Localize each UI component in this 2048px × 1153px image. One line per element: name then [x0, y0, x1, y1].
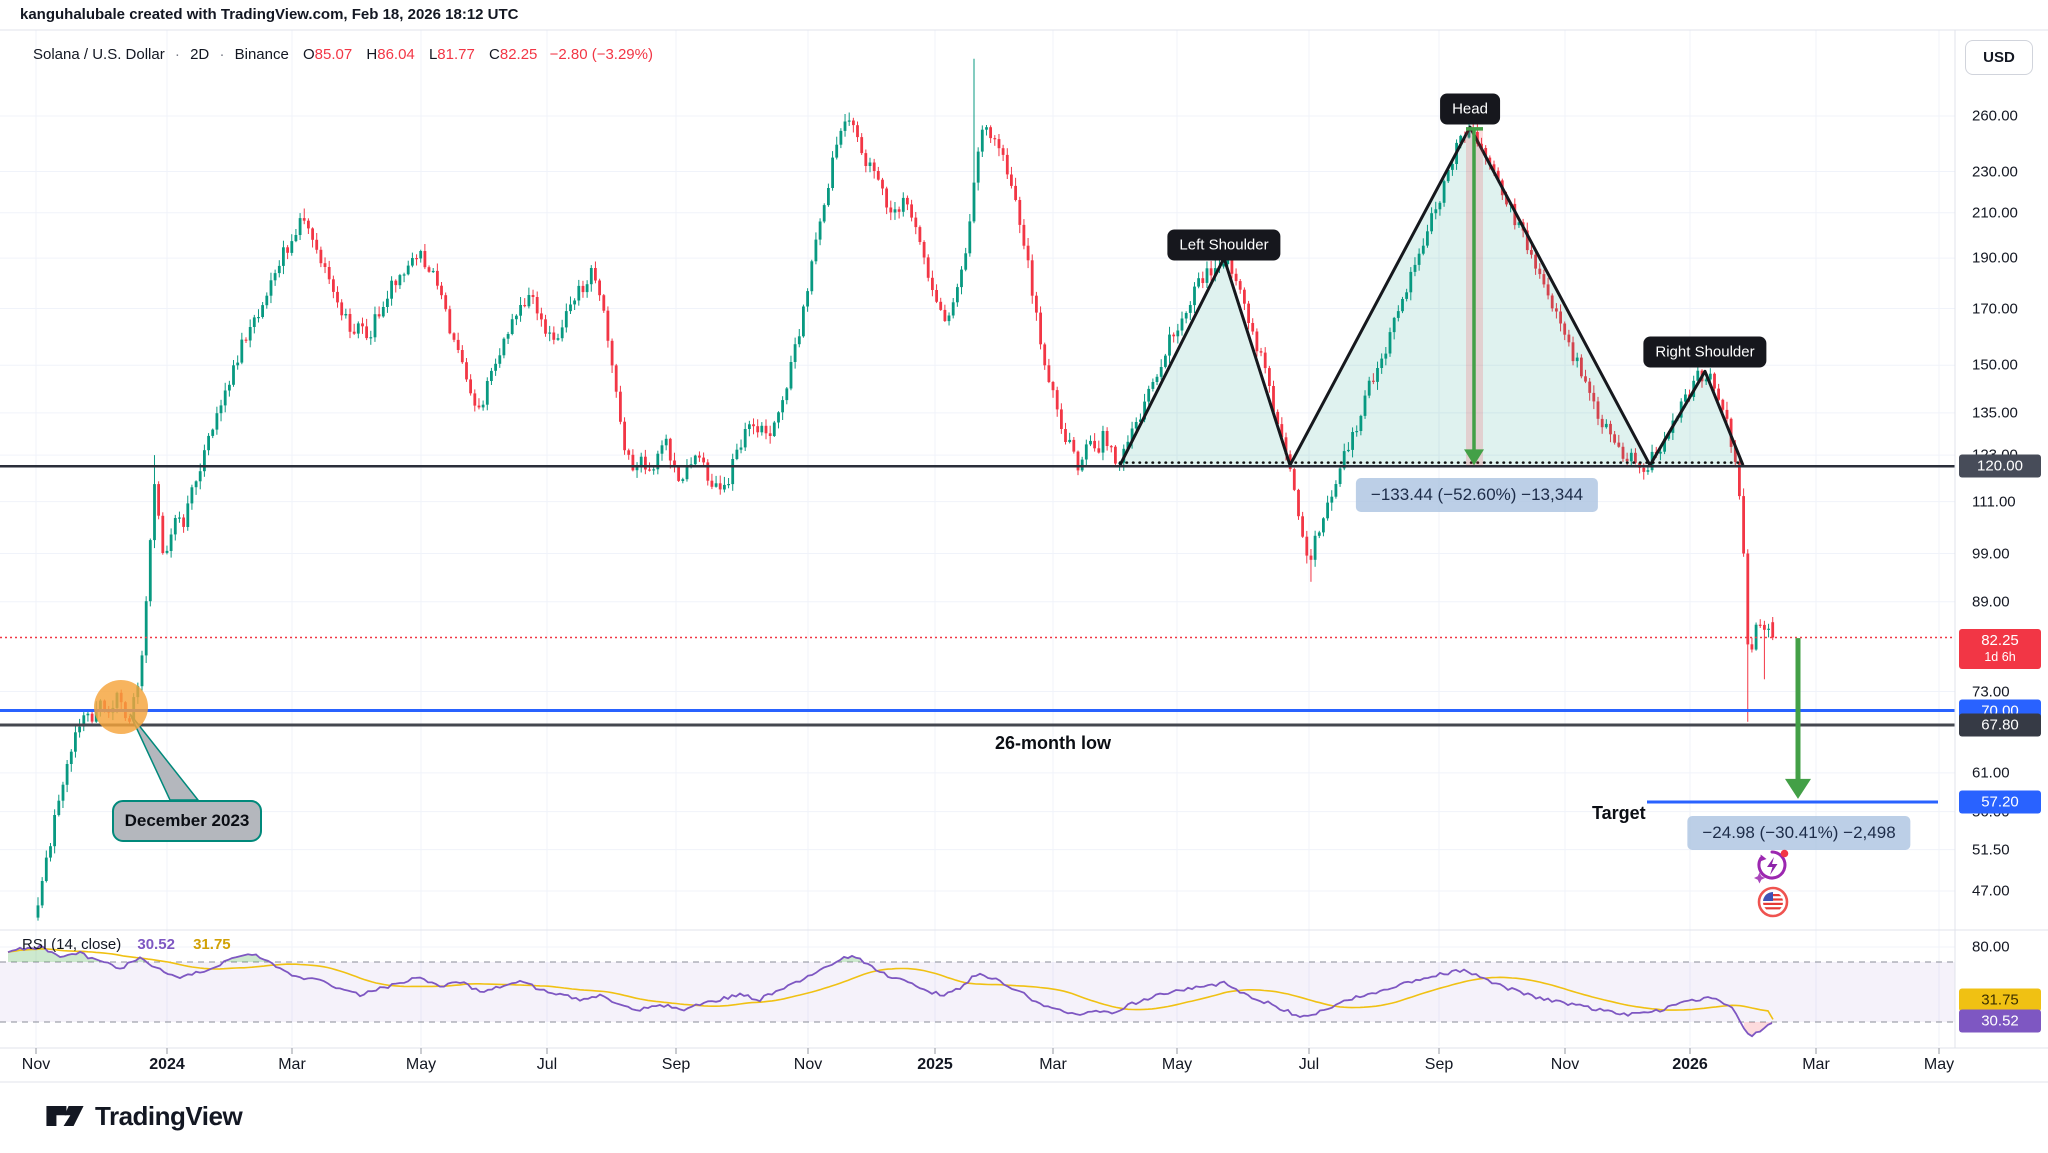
tradingview-logo[interactable]: TradingView — [45, 1100, 243, 1132]
price-tick-210.00: 210.00 — [1972, 204, 2018, 222]
gridlines — [0, 30, 1955, 1046]
us-economic-event-icon[interactable] — [1757, 886, 1789, 923]
rsi-ma-line — [7, 948, 1774, 1020]
rsi-oversold-fill — [1744, 1022, 1772, 1037]
rsi-value: 30.52 — [137, 936, 175, 953]
rsi-ma-label: 31.75 — [1959, 988, 2041, 1012]
rsi-title: RSI (14, close) — [22, 936, 122, 953]
low-key: L — [428, 46, 438, 63]
time-tick-2024: 2024 — [149, 1056, 185, 1073]
currency-toggle-button[interactable]: USD — [1965, 40, 2033, 75]
price-tick-89.00: 89.00 — [1972, 593, 2010, 611]
price-tick-190.00: 190.00 — [1972, 249, 2018, 267]
symbol-title: Solana / U.S. Dollar — [33, 46, 165, 63]
time-tick-2025: 2025 — [917, 1056, 953, 1073]
price-tick-51.50: 51.50 — [1972, 841, 2010, 859]
time-tick-Sep: Sep — [1424, 1056, 1454, 1073]
change-value: −2.80 (−3.29%) — [549, 46, 653, 63]
price-tick-47.00: 47.00 — [1972, 882, 2010, 900]
time-tick-Jul: Jul — [1298, 1056, 1320, 1073]
ai-insight-icon[interactable] — [1753, 846, 1791, 889]
low-value: 81.77 — [437, 46, 475, 63]
head-and-shoulders-fill[interactable] — [1120, 127, 1743, 466]
target-measurement-label[interactable]: −24.98 (−30.41%) −2,498 — [1687, 816, 1911, 850]
countdown-timer: 1d 6h — [1984, 649, 2016, 664]
attribution-text: kanguhalubale created with TradingView.c… — [20, 6, 519, 23]
price-tick-230.00: 230.00 — [1972, 163, 2018, 180]
close-key: C — [489, 46, 500, 63]
open-value: 85.07 — [314, 46, 353, 63]
legend-separator-2: · — [219, 46, 225, 63]
rsi-indicator-legend[interactable]: RSI (14, close) 30.52 31.75 — [22, 936, 231, 953]
price-tick-61.00: 61.00 — [1972, 764, 2010, 782]
left-shoulder-label[interactable]: Left Shoulder — [1167, 229, 1281, 261]
price-tick-150.00: 150.00 — [1972, 356, 2018, 374]
head-label[interactable]: Head — [1440, 93, 1500, 125]
time-tick-Mar: Mar — [1802, 1056, 1830, 1073]
price-tick-170.00: 170.00 — [1972, 300, 2018, 317]
price-tick-135.00: 135.00 — [1972, 404, 2018, 422]
price-tick-73.00: 73.00 — [1972, 683, 2010, 700]
price-line-label-67.80: 67.80 — [1959, 713, 2041, 737]
time-tick-Nov: Nov — [1550, 1056, 1580, 1073]
time-tick-Jul: Jul — [536, 1056, 558, 1073]
price-line-label-120.00: 120.00 — [1959, 454, 2041, 478]
time-tick-Sep: Sep — [661, 1056, 691, 1073]
price-line-label-82.25: 82.25 1d 6h — [1959, 628, 2041, 669]
rsi-tick-80: 80.00 — [1972, 938, 2010, 956]
december-2023-callout[interactable]: December 2023 — [112, 800, 262, 842]
high-key: H — [366, 46, 378, 63]
time-tick-Nov: Nov — [21, 1056, 51, 1073]
december-highlight-circle[interactable] — [94, 680, 148, 734]
price-line-label-57.20: 57.20 — [1959, 790, 2041, 814]
open-key: O — [303, 46, 315, 63]
26-month-low-note[interactable]: 26-month low — [995, 733, 1111, 753]
december-callout-pointer[interactable] — [129, 713, 200, 801]
price-tick-99.00: 99.00 — [1972, 545, 2010, 562]
head-measure-start-tick — [1466, 127, 1483, 131]
attribution-bar: kanguhalubale created with TradingView.c… — [20, 6, 519, 23]
close-value: 82.25 — [499, 46, 538, 63]
target-text[interactable]: Target — [1592, 803, 1646, 823]
rsi-band — [0, 962, 1955, 1022]
rsi-line — [7, 944, 1773, 1038]
high-value: 86.04 — [377, 46, 415, 63]
head-measure-arrowhead — [1464, 449, 1484, 466]
target-arrowhead — [1785, 778, 1811, 799]
legend-separator: · — [174, 46, 180, 63]
time-tick-May: May — [1923, 1056, 1955, 1073]
tradingview-logo-glyph — [46, 1106, 84, 1126]
time-tick-May: May — [405, 1056, 437, 1073]
head-measurement-label[interactable]: −133.44 (−52.60%) −13,344 — [1355, 478, 1599, 512]
time-tick-Mar: Mar — [1039, 1056, 1067, 1073]
symbol-legend[interactable]: Solana / U.S. Dollar · 2D · Binance O85.… — [33, 46, 653, 63]
symbol-exchange: Binance — [234, 46, 289, 63]
price-tick-111.00: 111.00 — [1972, 493, 2016, 511]
rsi-ma-value: 31.75 — [193, 936, 231, 953]
price-tick-260.00: 260.00 — [1972, 107, 2018, 125]
time-tick-2026: 2026 — [1672, 1056, 1708, 1073]
symbol-interval[interactable]: 2D — [190, 46, 210, 63]
time-tick-Mar: Mar — [278, 1056, 306, 1073]
time-tick-May: May — [1161, 1056, 1193, 1073]
right-shoulder-label[interactable]: Right Shoulder — [1643, 336, 1767, 368]
tradingview-logo-text: TradingView — [95, 1100, 243, 1131]
time-tick-Nov: Nov — [793, 1056, 823, 1073]
rsi-value-label: 30.52 — [1959, 1009, 2041, 1033]
